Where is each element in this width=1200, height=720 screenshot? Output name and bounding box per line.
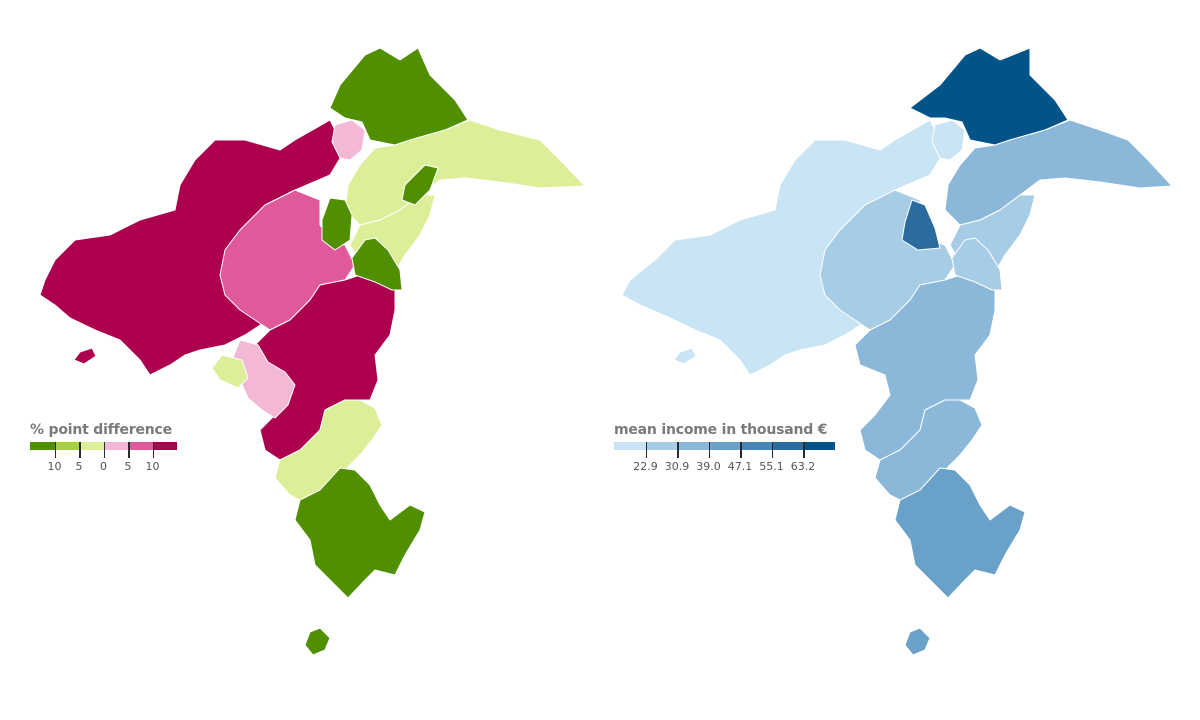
map-region-east-lower	[951, 237, 1003, 291]
vote-difference-legend-title: % point difference	[30, 422, 172, 438]
map-region-top-pink	[331, 119, 366, 161]
map-region-east-green-3	[351, 237, 403, 291]
legend-label: 10	[145, 460, 160, 473]
vote-difference-legend: % point difference 10 5 0 5 10	[30, 422, 180, 474]
vote-difference-legend-ticks	[30, 442, 180, 460]
vote-difference-map-svg	[39, 47, 586, 656]
map-region-south-peninsula	[894, 467, 1026, 599]
legend-label: 5	[124, 460, 132, 473]
income-legend-ticks	[614, 442, 844, 460]
income-legend-scale	[614, 442, 844, 450]
income-legend-labels: 22.9 30.9 39.0 47.1 55.1 63.2	[614, 460, 844, 474]
map-region-east-dark	[901, 199, 941, 251]
income-map: mean income in thousand € 22.9 30.9 39.0…	[600, 0, 1200, 720]
legend-label: 22.9	[633, 460, 658, 473]
legend-tick	[54, 442, 56, 458]
legend-swatch	[677, 442, 709, 450]
legend-swatch	[30, 442, 55, 450]
legend-swatch	[128, 442, 153, 450]
legend-tick	[645, 442, 647, 458]
legend-label: 63.2	[790, 460, 816, 473]
legend-tick	[771, 442, 773, 458]
legend-label: 39.0	[696, 460, 721, 473]
legend-swatch	[614, 442, 646, 450]
legend-tick	[740, 442, 742, 458]
legend-swatch	[708, 442, 740, 450]
legend-label: 0	[100, 460, 107, 473]
legend-tick	[103, 442, 105, 458]
vote-difference-legend-labels: 10 5 0 5 10	[30, 460, 180, 474]
income-legend-title: mean income in thousand €	[614, 422, 828, 438]
legend-swatch	[771, 442, 803, 450]
legend-swatch	[740, 442, 772, 450]
legend-label: 55.1	[759, 460, 784, 473]
legend-label: 5	[75, 460, 83, 473]
legend-swatch	[79, 442, 104, 450]
map-region-island	[304, 627, 331, 656]
legend-tick	[79, 442, 81, 458]
legend-label: 10	[47, 460, 62, 473]
legend-swatch	[645, 442, 677, 450]
map-region-east-green-2	[321, 197, 353, 251]
map-region-east-green-1	[401, 164, 439, 206]
legend-label: 30.9	[664, 460, 690, 473]
map-region-island	[904, 627, 931, 656]
map-region-coast-yellow	[211, 354, 249, 389]
income-legend: mean income in thousand € 22.9 30.9 39.0…	[614, 422, 844, 474]
income-map-svg	[621, 47, 1173, 656]
legend-swatch	[152, 442, 177, 450]
legend-label: 47.1	[727, 460, 753, 473]
vote-difference-map: % point difference 10 5 0 5 10	[30, 47, 586, 656]
map-region-south-peninsula	[294, 467, 426, 599]
legend-swatch	[54, 442, 79, 450]
map-region-west-islet	[673, 347, 697, 365]
legend-swatch	[103, 442, 128, 450]
legend-swatch	[803, 442, 835, 450]
legend-tick	[128, 442, 130, 458]
vote-difference-legend-scale	[30, 442, 180, 450]
legend-tick	[152, 442, 154, 458]
map-region-west-islet	[73, 347, 97, 365]
legend-tick	[803, 442, 805, 458]
legend-tick	[708, 442, 710, 458]
legend-tick	[677, 442, 679, 458]
map-region-north-west-light	[931, 119, 966, 161]
